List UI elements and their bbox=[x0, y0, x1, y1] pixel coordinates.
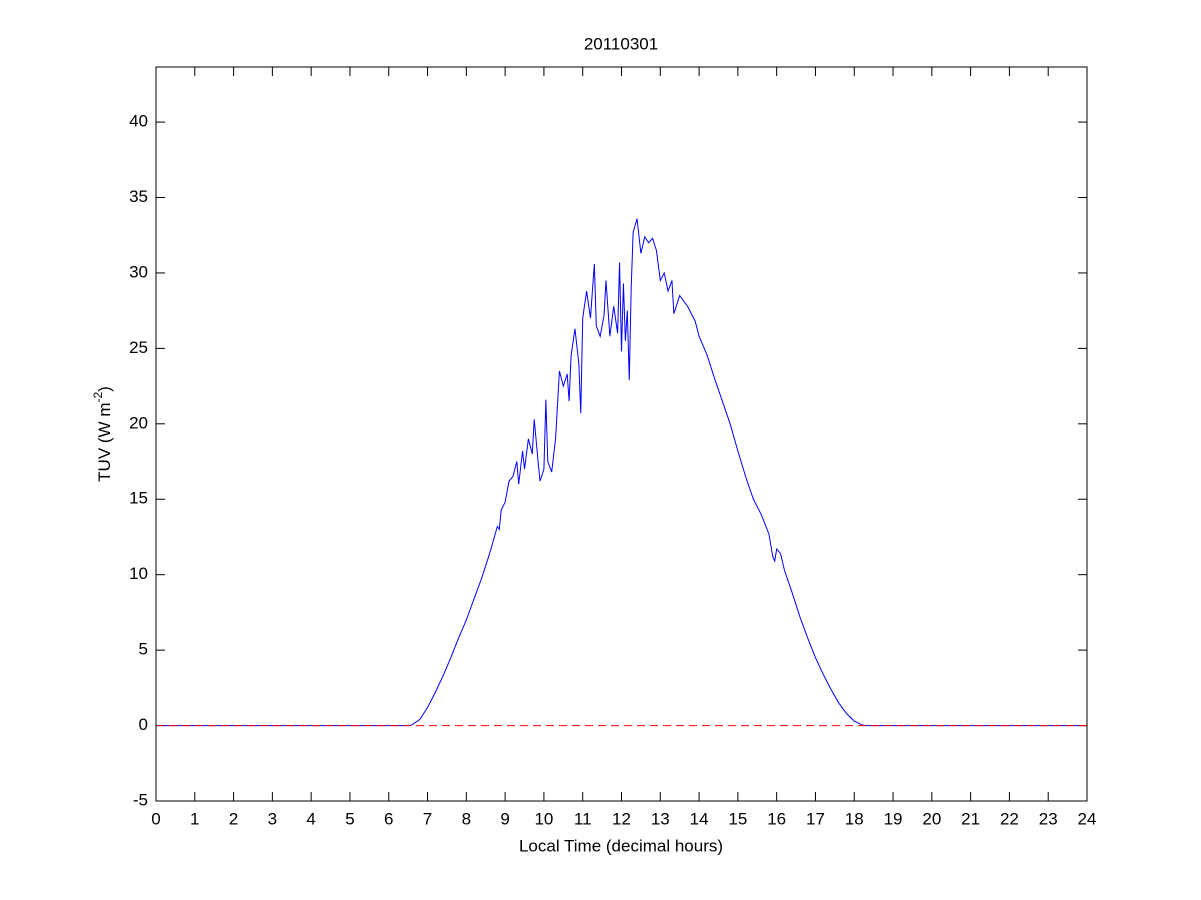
x-tick-label: 1 bbox=[190, 809, 199, 828]
x-tick-label: 3 bbox=[268, 809, 277, 828]
y-label-end: ) bbox=[95, 386, 114, 392]
x-tick-label: 11 bbox=[574, 809, 592, 828]
x-tick-label: 19 bbox=[884, 809, 903, 828]
plot-frame bbox=[155, 66, 1088, 802]
y-tick-label: 30 bbox=[129, 262, 148, 281]
y-tick-label: 5 bbox=[139, 640, 148, 659]
x-tick-label: 8 bbox=[462, 809, 471, 828]
chart-title: 20110301 bbox=[584, 34, 658, 53]
x-tick-label: 6 bbox=[384, 809, 393, 828]
y-tick-label: 10 bbox=[129, 564, 148, 583]
x-tick-label: 24 bbox=[1078, 809, 1097, 828]
x-tick-label: 20 bbox=[922, 809, 941, 828]
y-tick-label: 15 bbox=[129, 489, 148, 508]
y-tick-label: 0 bbox=[139, 715, 148, 734]
x-tick-label: 5 bbox=[345, 809, 354, 828]
x-tick-label: 15 bbox=[728, 809, 747, 828]
x-tick-label: 22 bbox=[1000, 809, 1019, 828]
x-tick-label: 17 bbox=[806, 809, 825, 828]
y-label-exponent: -2 bbox=[91, 392, 105, 403]
x-tick-label: 10 bbox=[534, 809, 553, 828]
x-tick-label: 12 bbox=[612, 809, 631, 828]
y-tick-label: 35 bbox=[129, 187, 148, 206]
y-tick-label: 40 bbox=[129, 112, 148, 131]
x-tick-label: 14 bbox=[690, 809, 709, 828]
data-line bbox=[156, 218, 1087, 727]
y-tick-label: 20 bbox=[129, 413, 148, 432]
x-tick-label: 2 bbox=[229, 809, 238, 828]
x-tick-label: 13 bbox=[651, 809, 670, 828]
x-tick-label: 4 bbox=[306, 809, 315, 828]
y-label-main: TUV (W m bbox=[95, 403, 114, 482]
x-axis-label: Local Time (decimal hours) bbox=[519, 836, 723, 855]
x-tick-label: 18 bbox=[845, 809, 864, 828]
x-tick-label: 7 bbox=[423, 809, 432, 828]
y-tick-label: -5 bbox=[133, 790, 148, 809]
x-tick-label: 9 bbox=[500, 809, 509, 828]
y-axis-label: TUV (W m-2) bbox=[91, 386, 114, 482]
x-tick-label: 23 bbox=[1039, 809, 1058, 828]
y-tick-label: 25 bbox=[129, 338, 148, 357]
x-tick-label: 0 bbox=[151, 809, 160, 828]
x-tick-label: 16 bbox=[767, 809, 786, 828]
x-tick-label: 21 bbox=[961, 809, 980, 828]
